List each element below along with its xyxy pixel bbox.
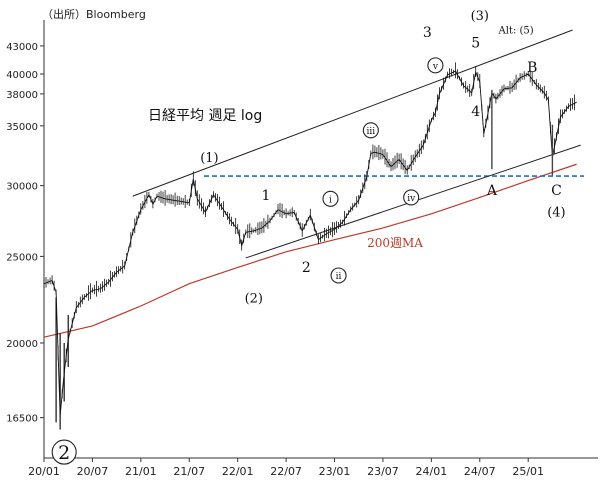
x-tick-label: 25/01 [512,465,544,478]
wave-label: (2) [245,291,263,306]
x-tick-label: 23/01 [319,465,351,478]
price-line [43,62,577,430]
wave-label: (3) [471,9,489,24]
wave-label: iv [407,194,416,204]
x-tick-label: 21/07 [173,465,205,478]
price-series [43,70,577,416]
wave-label: v [432,62,439,72]
wave-circle [322,190,339,207]
wave-label: 2 [58,442,70,464]
wave-label: 200週MA [367,236,423,250]
wave-label: ii [336,272,342,282]
x-tick-label: 22/07 [270,465,302,478]
wave-label: B [527,60,537,76]
x-tick-label: 20/07 [77,465,109,478]
wave-circle [362,122,379,139]
source-label: （出所）Bloomberg [42,8,146,21]
wave-label: (4) [547,206,565,221]
wave-circle [427,57,444,74]
wave-circle [403,189,420,206]
chart-title: 日経平均 週足 log [148,108,262,124]
y-tick-label: 38000 [6,90,38,101]
wave-circle [51,439,77,465]
wave-label: 5 [471,36,480,52]
y-tick-label: 40000 [6,70,38,81]
ma-200-line [43,163,577,338]
wave-circle [330,267,347,284]
wave-label: 2 [302,260,311,276]
x-tick-label: 22/01 [222,465,254,478]
channel-lines [132,29,581,259]
x-tick-label: 24/07 [464,465,496,478]
wave-label: i [329,195,332,205]
wave-label: C [551,183,562,199]
y-tick-label: 20000 [6,339,38,350]
wave-label: 1 [261,188,270,204]
y-tick-label: 30000 [6,182,38,193]
wave-label: (1) [200,151,218,166]
upper-channel-line [132,29,573,197]
y-tick-label: 43000 [6,42,38,53]
x-tick-label: 23/07 [367,465,399,478]
x-tick-label: 20/01 [28,465,60,478]
wave-label: 3 [423,25,432,41]
x-tick-label: 24/01 [416,465,448,478]
y-tick-label: 25000 [6,252,38,263]
x-tick-label: 21/01 [125,465,157,478]
wave-label: 4 [471,104,480,120]
wave-label: Alt: (5) [498,25,534,36]
y-tick-label: 35000 [6,122,38,133]
wave-label: iii [367,127,376,137]
axes: 43000 40000 38000 35000 30000 25000 20000 16500… [6,20,598,478]
y-tick-label: 16500 [6,414,38,425]
ma-200-series [43,163,577,338]
wave-label: A [486,183,498,199]
